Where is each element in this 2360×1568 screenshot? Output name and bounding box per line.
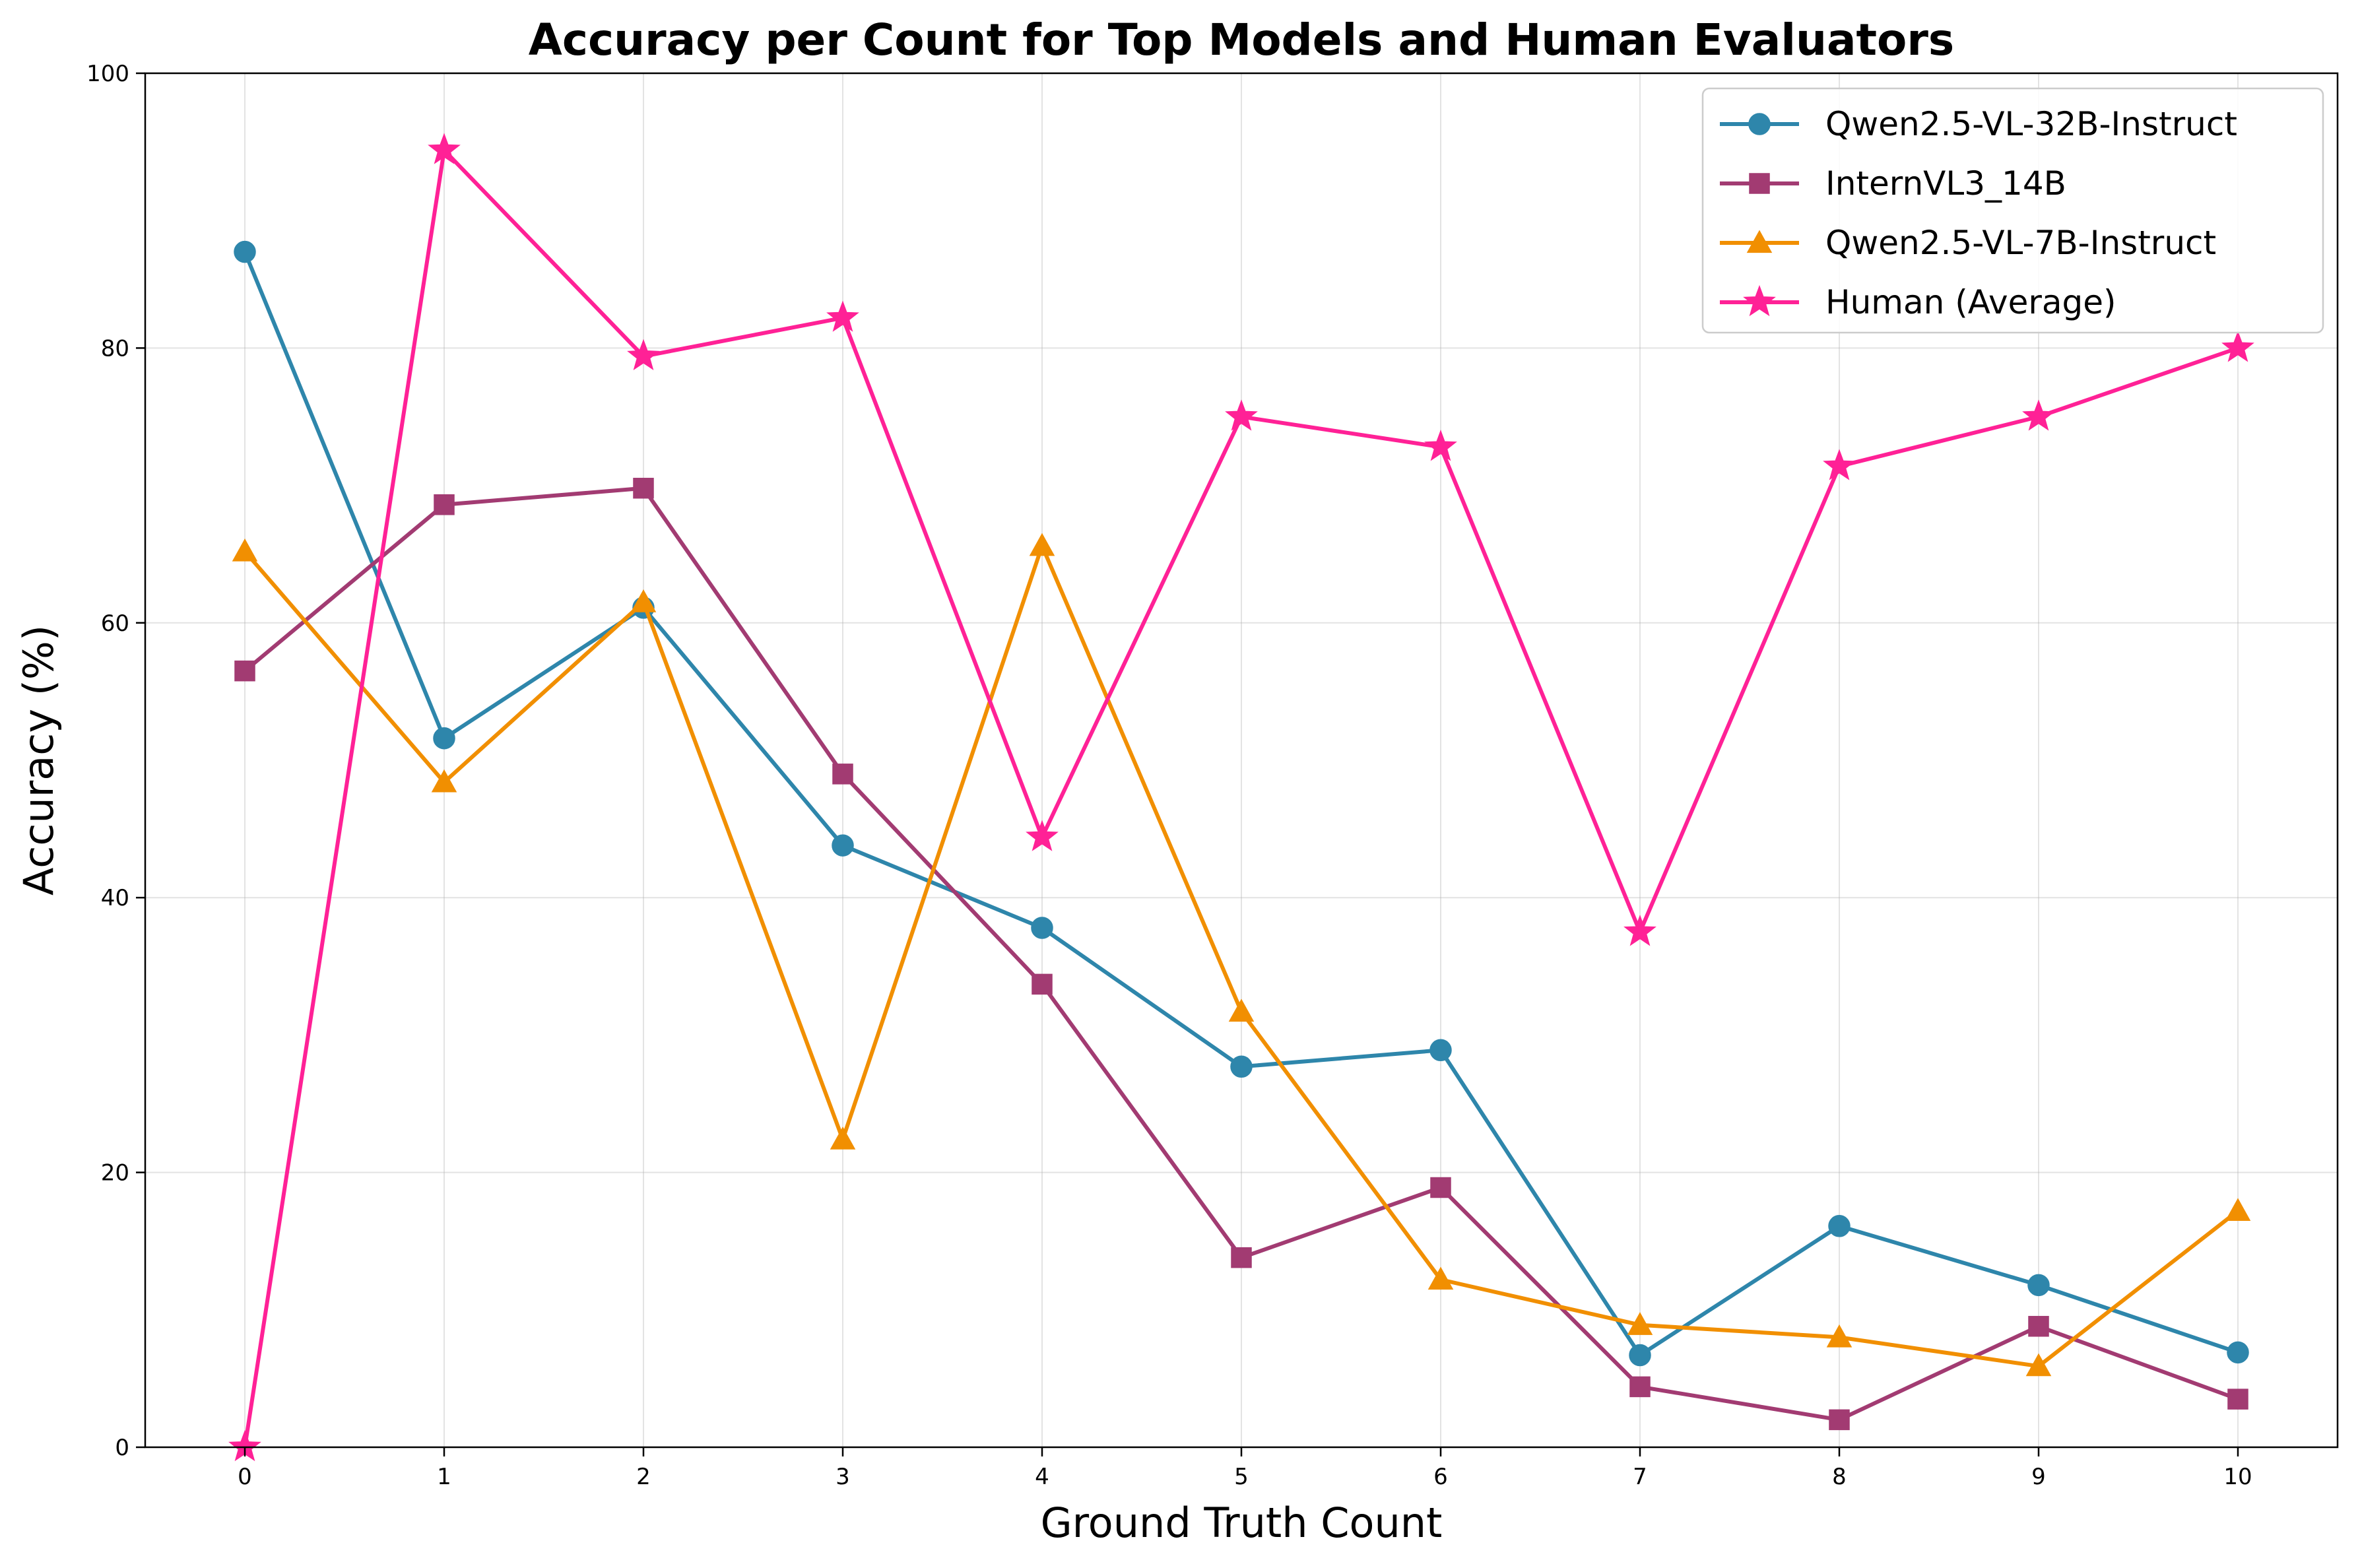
- data-point-square: [1231, 1247, 1252, 1268]
- data-point-circle: [832, 834, 854, 857]
- y-axis-label: Accuracy (%): [15, 625, 63, 896]
- x-tick-label: 2: [636, 1464, 651, 1490]
- legend-label: Qwen2.5-VL-7B-Instruct: [1825, 224, 2216, 262]
- x-tick-label: 3: [836, 1464, 850, 1490]
- legend: Qwen2.5-VL-32B-Instruct InternVL3_14B Qwen…: [1701, 87, 2324, 334]
- data-point-square: [1430, 1177, 1451, 1198]
- data-point-triangle: [830, 1127, 856, 1150]
- series-1: [234, 478, 2248, 1431]
- legend-item: InternVL3_14B: [1720, 164, 2066, 203]
- series-3: [228, 133, 2254, 1462]
- data-point-circle: [1230, 1055, 1253, 1078]
- data-point-triangle: [232, 538, 258, 562]
- x-tick-label: 10: [2223, 1464, 2252, 1490]
- data-point-triangle: [1826, 1324, 1852, 1348]
- data-point-circle: [2227, 1341, 2249, 1364]
- data-point-triangle: [1627, 1312, 1653, 1335]
- chart-title: Accuracy per Count for Top Models and Hu…: [529, 15, 1954, 65]
- data-point-star: [627, 339, 660, 371]
- data-point-star: [1424, 430, 1457, 461]
- x-tick-label: 6: [1433, 1464, 1448, 1490]
- data-point-circle: [1629, 1344, 1651, 1367]
- x-tick-label: 7: [1633, 1464, 1647, 1490]
- x-tick-label: 5: [1234, 1464, 1249, 1490]
- data-point-square: [832, 764, 853, 785]
- x-tick-label: 9: [2031, 1464, 2046, 1490]
- data-point-star: [2022, 399, 2055, 431]
- legend-label: Qwen2.5-VL-32B-Instruct: [1825, 105, 2237, 143]
- legend-frame: [1701, 87, 2324, 334]
- y-tick-label: 100: [86, 61, 129, 87]
- series-layer: [228, 133, 2254, 1462]
- data-point-square: [2028, 1316, 2049, 1337]
- data-point-square: [1629, 1376, 1651, 1398]
- legend-item: Human (Average): [1720, 283, 2116, 321]
- data-point-triangle: [1228, 998, 1255, 1022]
- y-tick-label: 80: [101, 335, 129, 362]
- data-point-triangle: [2225, 1198, 2251, 1222]
- y-tick-label: 40: [101, 885, 129, 911]
- data-point-circle: [1828, 1215, 1851, 1237]
- x-tick-label: 1: [437, 1464, 451, 1490]
- data-point-square: [633, 478, 654, 499]
- data-point-square: [234, 660, 255, 682]
- data-point-square: [434, 494, 455, 515]
- data-point-circle: [2027, 1274, 2050, 1297]
- legend-label: Human (Average): [1825, 283, 2116, 321]
- y-tick-label: 0: [115, 1435, 129, 1461]
- x-tick-label: 4: [1035, 1464, 1049, 1490]
- data-point-circle: [234, 240, 256, 263]
- y-tick-label: 60: [101, 610, 129, 637]
- series-0: [234, 240, 2249, 1367]
- data-point-star: [1225, 399, 1258, 431]
- data-point-star: [2221, 331, 2254, 362]
- data-point-circle: [1429, 1039, 1452, 1062]
- data-point-star: [1823, 449, 1856, 480]
- legend-marker: [1748, 113, 1771, 135]
- data-point-triangle: [1427, 1266, 1454, 1290]
- data-point-triangle: [431, 769, 457, 793]
- data-point-circle: [433, 727, 455, 750]
- legend-marker: [1749, 173, 1770, 194]
- data-point-star: [1026, 820, 1059, 851]
- data-point-star: [1623, 915, 1656, 946]
- data-point-circle: [1031, 917, 1053, 939]
- data-point-triangle: [2025, 1353, 2052, 1377]
- data-point-square: [1829, 1409, 1850, 1431]
- series-2: [232, 533, 2251, 1377]
- x-tick-label: 0: [238, 1464, 252, 1490]
- data-point-square: [1032, 973, 1053, 995]
- x-axis-label: Ground Truth Count: [1041, 1499, 1443, 1547]
- legend-marker: [1746, 230, 1773, 253]
- legend-label: InternVL3_14B: [1825, 164, 2066, 203]
- legend-item: Qwen2.5-VL-7B-Instruct: [1720, 224, 2216, 262]
- legend-marker: [1743, 284, 1776, 317]
- x-tick-label: 8: [1832, 1464, 1847, 1490]
- data-point-triangle: [630, 589, 657, 612]
- data-point-square: [2227, 1388, 2248, 1410]
- data-point-triangle: [1029, 533, 1055, 556]
- data-point-star: [428, 133, 461, 164]
- y-tick-label: 20: [101, 1160, 129, 1187]
- data-point-star: [826, 300, 859, 332]
- legend-item: Qwen2.5-VL-32B-Instruct: [1720, 105, 2237, 143]
